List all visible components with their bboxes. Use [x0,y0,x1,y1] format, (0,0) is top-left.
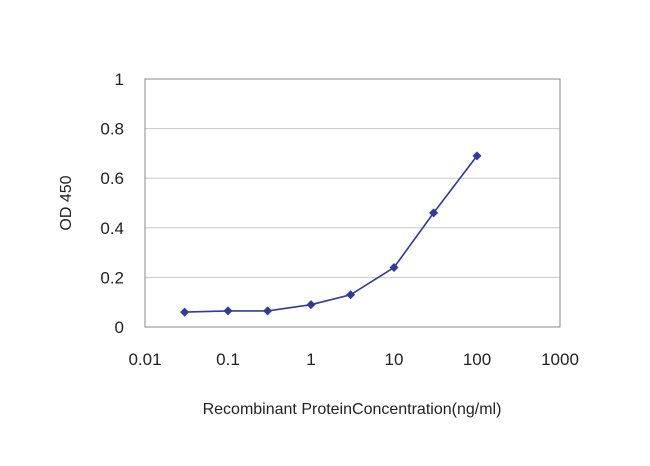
y-tick-label: 1 [115,70,124,89]
y-tick-label: 0 [115,318,124,337]
y-tick-label: 0.8 [100,120,124,139]
data-point [472,151,482,161]
y-tick-label: 0.4 [100,219,124,238]
x-axis-title: Recombinant ProteinConcentration(ng/ml) [203,401,502,418]
data-point [346,290,356,300]
y-tick-label: 0.2 [100,268,124,287]
y-axis-ticks: 0 0.2 0.4 0.6 0.8 1 [100,70,124,337]
plot-background [145,79,560,327]
grid-lines [145,128,560,278]
y-tick-label: 0.6 [100,169,124,188]
data-point [180,307,190,317]
plot-frame [144,78,561,328]
data-point [429,208,439,218]
x-tick-label: 0.1 [216,350,240,369]
x-tick-label: 10 [385,350,404,369]
series-line [184,155,478,313]
x-axis-ticks: 0.01 0.1 1 10 100 1000 [128,350,578,369]
y-axis-title: OD 450 [58,175,75,230]
data-point [306,300,316,310]
data-point [263,306,273,316]
x-tick-label: 100 [463,350,491,369]
x-tick-label: 1000 [541,350,579,369]
x-tick-label: 1 [306,350,315,369]
data-point [389,262,399,272]
data-point [223,306,233,316]
data-points [180,151,482,317]
x-tick-label: 0.01 [128,350,161,369]
